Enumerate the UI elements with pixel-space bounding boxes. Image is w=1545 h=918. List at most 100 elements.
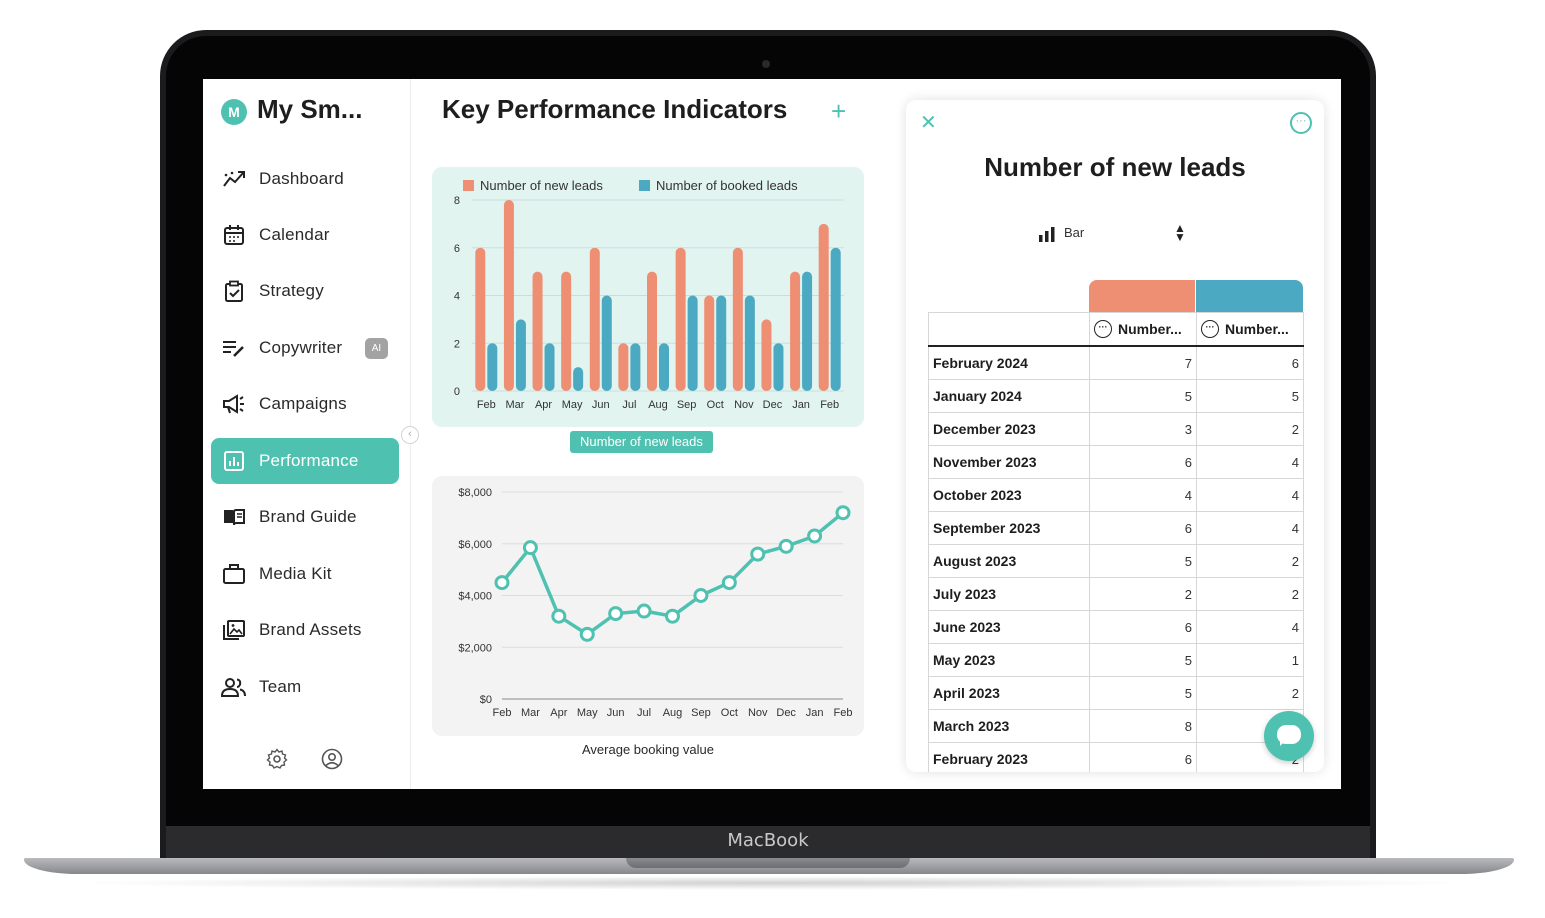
sidebar-item-strategy[interactable]: Strategy — [211, 268, 399, 314]
data-point[interactable] — [608, 606, 624, 622]
bar-new-leads[interactable] — [618, 343, 629, 391]
close-icon[interactable]: ✕ — [920, 112, 937, 134]
bar-new-leads[interactable] — [818, 223, 829, 391]
row-value-a[interactable]: 3 — [1089, 412, 1197, 446]
row-value-a[interactable]: 6 — [1089, 445, 1197, 479]
sidebar-item-brand-guide[interactable]: Brand Guide — [211, 494, 399, 540]
table-row[interactable]: September 2023 6 4 — [928, 511, 1304, 545]
data-point[interactable] — [551, 608, 567, 624]
row-value-a[interactable]: 7 — [1089, 345, 1197, 380]
table-row[interactable]: July 2023 2 2 — [928, 577, 1304, 611]
bar-booked-leads[interactable] — [487, 343, 498, 391]
row-value-a[interactable]: 6 — [1089, 742, 1197, 772]
bar-new-leads[interactable] — [790, 271, 801, 391]
data-point[interactable] — [665, 608, 680, 624]
more-options-icon[interactable]: ··· — [1201, 320, 1219, 338]
row-value-b[interactable]: 2 — [1196, 412, 1304, 446]
row-value-b[interactable]: 4 — [1196, 445, 1304, 479]
bar-new-leads[interactable] — [503, 200, 514, 391]
data-point[interactable] — [579, 626, 595, 642]
bar-booked-leads[interactable] — [630, 343, 641, 391]
data-point[interactable] — [721, 575, 737, 591]
sidebar-item-performance[interactable]: Performance — [211, 438, 399, 484]
bar-booked-leads[interactable] — [601, 295, 612, 392]
row-value-b[interactable]: 6 — [1196, 345, 1304, 380]
row-value-a[interactable]: 6 — [1089, 511, 1197, 545]
sidebar-item-team[interactable]: Team — [211, 664, 399, 710]
table-row[interactable]: January 2024 5 5 — [928, 379, 1304, 413]
table-header-series-b[interactable]: ··· Number... — [1196, 312, 1304, 347]
row-value-a[interactable]: 6 — [1089, 610, 1197, 644]
data-point[interactable] — [693, 588, 709, 603]
bar-new-leads[interactable] — [675, 247, 686, 391]
bar-new-leads[interactable] — [532, 271, 543, 391]
bar-new-leads[interactable] — [475, 247, 486, 391]
row-value-a[interactable]: 4 — [1089, 478, 1197, 512]
data-point[interactable] — [522, 540, 538, 556]
table-row[interactable]: October 2023 4 4 — [928, 478, 1304, 512]
bar-booked-leads[interactable] — [573, 367, 584, 391]
data-point[interactable] — [835, 505, 851, 521]
table-row[interactable]: December 2023 3 2 — [928, 412, 1304, 446]
chart-type-select[interactable]: Bar ▲ ▼ — [1038, 221, 1188, 245]
app-logo[interactable]: M — [221, 99, 247, 125]
row-value-b[interactable]: 4 — [1196, 610, 1304, 644]
sidebar-item-media-kit[interactable]: Media Kit — [211, 551, 399, 597]
table-header-series-a[interactable]: ··· Number... — [1089, 312, 1197, 347]
row-value-b[interactable]: 4 — [1196, 478, 1304, 512]
sidebar-item-calendar[interactable]: Calendar — [211, 212, 399, 258]
table-row[interactable]: August 2023 5 2 — [928, 544, 1304, 578]
sidebar-item-campaigns[interactable]: Campaigns — [211, 381, 399, 427]
bar-booked-leads[interactable] — [687, 295, 698, 392]
bar-chart-card[interactable]: Number of new leads Number of booked lea… — [432, 167, 864, 427]
row-value-a[interactable]: 5 — [1089, 676, 1197, 710]
row-value-a[interactable]: 2 — [1089, 577, 1197, 611]
bar-booked-leads[interactable] — [744, 295, 755, 392]
row-value-b[interactable]: 2 — [1196, 544, 1304, 578]
sidebar-item-dashboard[interactable]: Dashboard — [211, 156, 399, 202]
more-options-icon[interactable]: ··· — [1290, 112, 1312, 134]
line-chart-card[interactable]: $0 $2,000 $4,000 $6,000 $8,000 Feb Mar Apr May Ju… — [432, 476, 864, 736]
sidebar-item-copywriter[interactable]: Copywriter — [211, 325, 399, 371]
more-options-icon[interactable]: ··· — [1094, 320, 1112, 338]
chart-caption-button[interactable]: Number of new leads — [570, 431, 713, 453]
bar-new-leads[interactable] — [732, 247, 743, 391]
row-value-a[interactable]: 5 — [1089, 379, 1197, 413]
row-value-b[interactable]: 4 — [1196, 511, 1304, 545]
bar-new-leads[interactable] — [589, 247, 600, 391]
gear-icon[interactable] — [266, 748, 288, 775]
row-value-b[interactable]: 5 — [1196, 379, 1304, 413]
row-value-b[interactable]: 1 — [1196, 643, 1304, 677]
add-kpi-button[interactable]: + — [831, 96, 847, 126]
data-point[interactable] — [807, 528, 823, 544]
data-point[interactable] — [494, 575, 510, 591]
row-value-a[interactable]: 5 — [1089, 643, 1197, 677]
data-point[interactable] — [636, 603, 652, 619]
bar-booked-leads[interactable] — [544, 343, 555, 391]
row-value-a[interactable]: 5 — [1089, 544, 1197, 578]
table-row[interactable]: February 202362 — [928, 742, 1304, 772]
table-row[interactable]: March 2023 8 — [928, 709, 1304, 743]
data-point[interactable] — [778, 538, 794, 554]
chat-button[interactable] — [1264, 711, 1314, 761]
bar-new-leads[interactable] — [704, 295, 715, 392]
table-row[interactable]: June 2023 6 4 — [928, 610, 1304, 644]
data-point[interactable] — [750, 546, 766, 562]
table-row[interactable]: April 2023 5 2 — [928, 676, 1304, 710]
table-row[interactable]: May 2023 5 1 — [928, 643, 1304, 677]
row-value-b[interactable]: 2 — [1196, 676, 1304, 710]
bar-new-leads[interactable] — [761, 319, 772, 391]
bar-booked-leads[interactable] — [830, 247, 841, 391]
table-row[interactable]: November 2023 6 4 — [928, 445, 1304, 479]
row-value-a[interactable]: 8 — [1089, 709, 1197, 743]
app-name[interactable]: My Sm... — [257, 94, 363, 124]
bar-booked-leads[interactable] — [659, 343, 669, 391]
bar-new-leads[interactable] — [561, 271, 572, 391]
bar-booked-leads[interactable] — [802, 271, 813, 391]
user-circle-icon[interactable] — [321, 748, 343, 775]
collapse-sidebar-button[interactable]: ‹ — [401, 426, 419, 444]
bar-booked-leads[interactable] — [773, 343, 784, 391]
sidebar-item-brand-assets[interactable]: Brand Assets — [211, 607, 399, 653]
bar-new-leads[interactable] — [647, 271, 657, 391]
row-value-b[interactable]: 2 — [1196, 577, 1304, 611]
